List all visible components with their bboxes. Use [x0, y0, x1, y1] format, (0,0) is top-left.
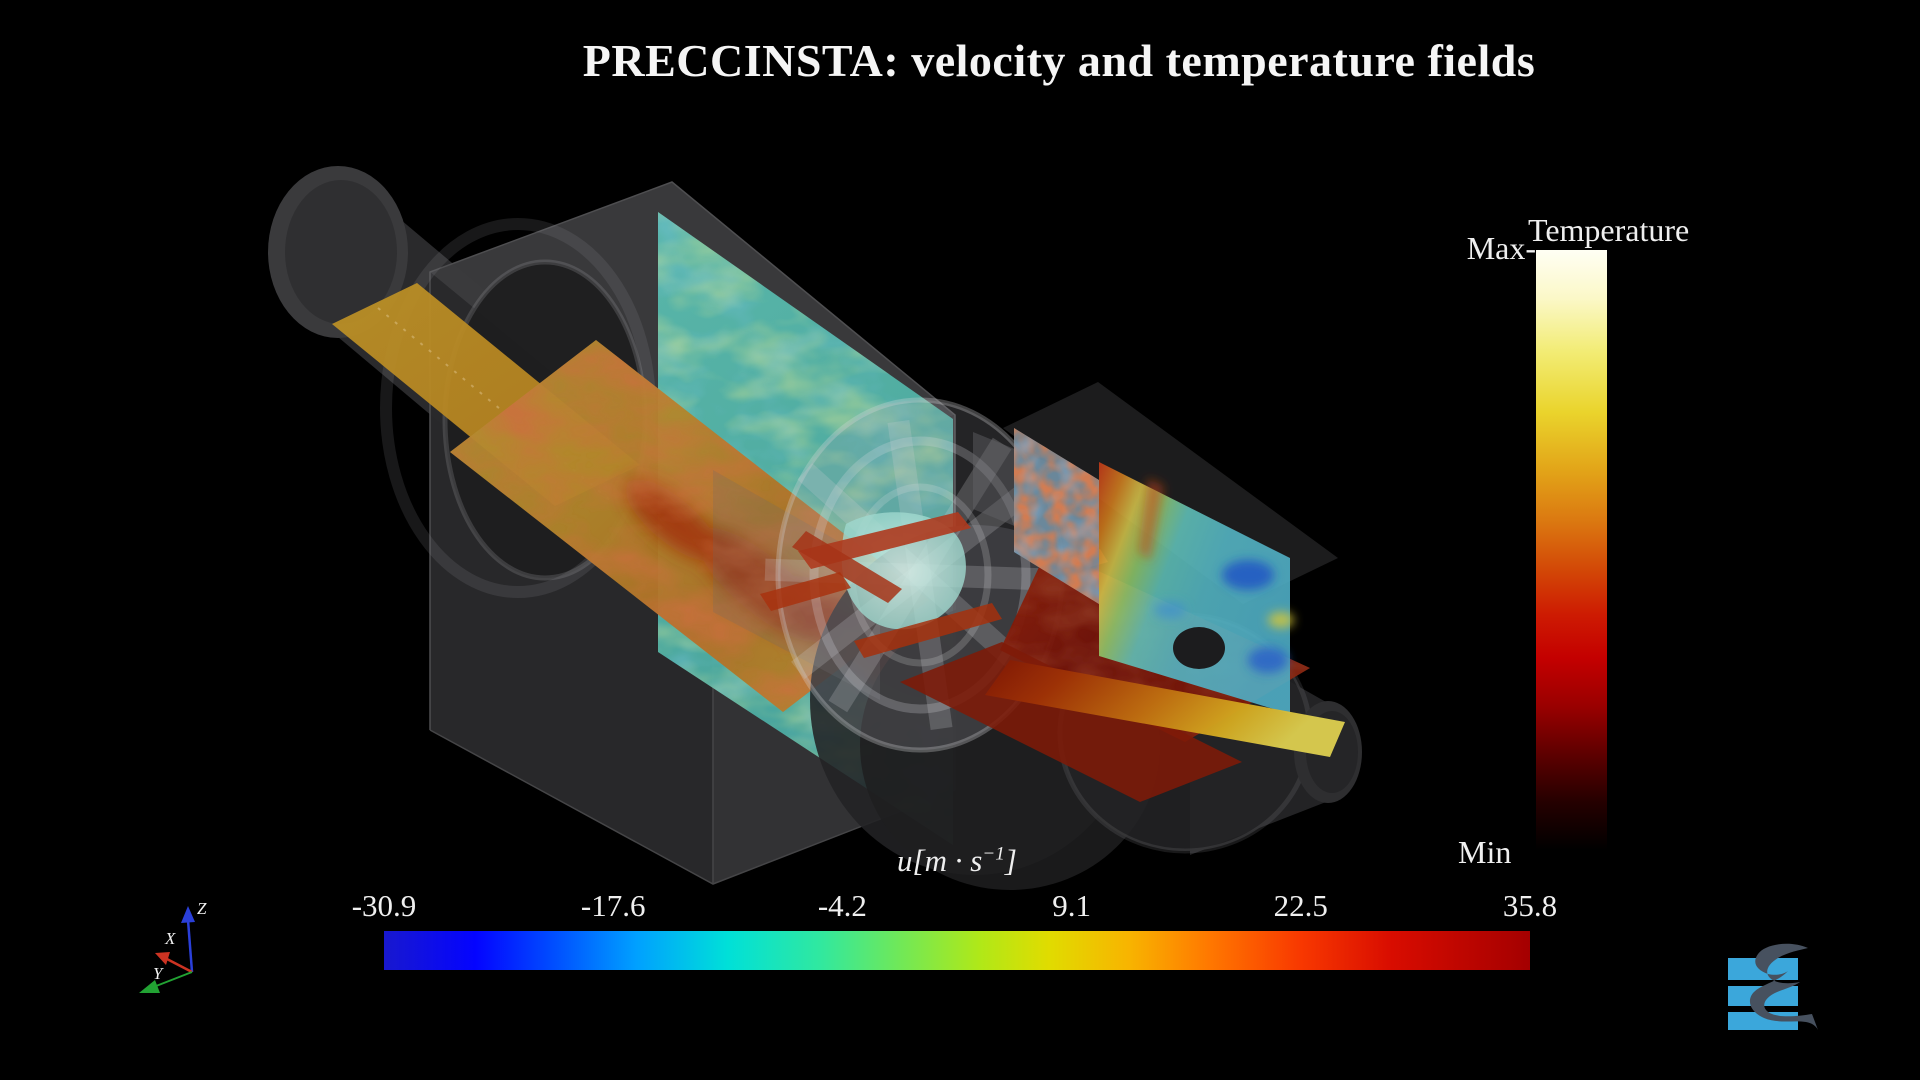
velocity-title-main: u[m · s: [897, 843, 983, 878]
velocity-colorbar[interactable]: [384, 931, 1530, 970]
exhaust-notch: [1173, 627, 1225, 669]
y-axis: Y: [139, 964, 193, 993]
page-title: PRECCINSTA: velocity and temperature fie…: [582, 35, 1536, 86]
velocity-title-exponent: −1: [982, 843, 1005, 865]
y-axis-label: Y: [153, 964, 164, 983]
orientation-axes-widget: Z X Y: [139, 899, 207, 993]
velocity-tick-0: -30.9: [351, 888, 417, 923]
z-axis-label: Z: [197, 899, 207, 918]
velocity-tick-5: 35.8: [1502, 888, 1558, 923]
combustion-chamber: [900, 382, 1345, 802]
temperature-max-label: Max-: [1466, 230, 1536, 266]
velocity-colorbar-ticks: -30.9 -17.6 -4.2 9.1 22.5 35.8: [352, 888, 1557, 924]
cut-plane-downstream: [1099, 462, 1294, 714]
x-axis: X: [155, 929, 193, 974]
logo-sigma-glyph: [1749, 943, 1818, 1030]
velocity-tick-3: 9.1: [1052, 888, 1091, 923]
velocity-tick-4: 22.5: [1273, 888, 1328, 923]
velocity-tick-1: -17.6: [580, 888, 646, 923]
velocity-tick-2: -4.2: [817, 888, 867, 923]
temperature-colorbar[interactable]: [1536, 250, 1607, 850]
temperature-min-label: Min: [1458, 834, 1512, 870]
cut-plane-exhaust-strip: [985, 660, 1345, 757]
brand-logo: [1728, 943, 1818, 1030]
velocity-title-close: ]: [1004, 843, 1017, 878]
velocity-colorbar-title: u[m · s−1]: [897, 843, 1017, 879]
temperature-colorbar-title: Temperature: [1528, 212, 1690, 248]
x-axis-label: X: [164, 929, 176, 948]
z-axis: Z: [181, 899, 207, 973]
cut-plane-floor-red: [900, 642, 1242, 802]
cut-plane-flame-speckle: [1014, 428, 1099, 604]
swirler-jets: [760, 512, 1108, 658]
